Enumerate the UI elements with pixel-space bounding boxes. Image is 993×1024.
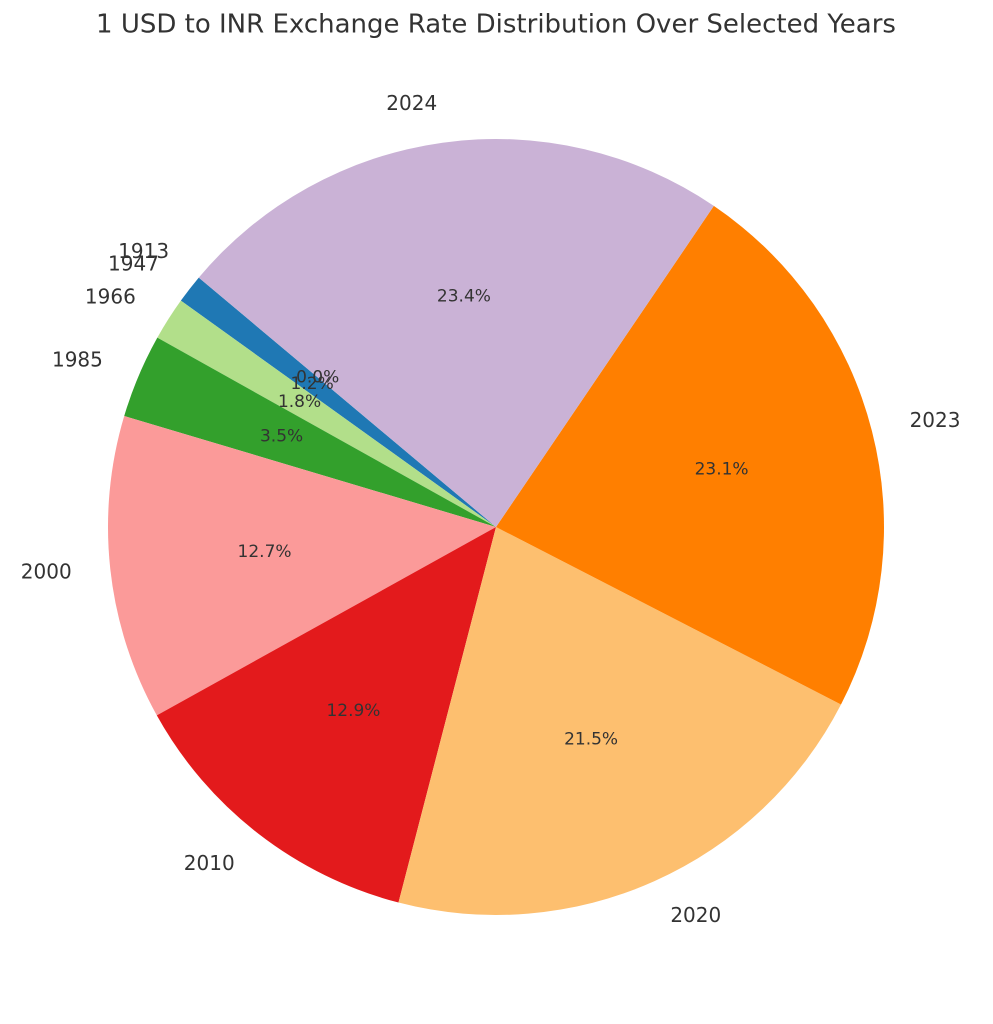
pie-slice [157, 300, 496, 527]
pie-slice [198, 138, 714, 527]
percent-label: 23.1% [695, 459, 749, 479]
slice-label: 2024 [386, 91, 437, 115]
percent-label: 21.5% [564, 729, 618, 749]
percent-label: 12.9% [326, 701, 380, 721]
percent-label: 12.7% [238, 542, 292, 562]
pie-slice [398, 527, 841, 915]
slice-label: 2023 [910, 408, 961, 432]
slice-label: 2010 [184, 851, 235, 875]
slice-label: 1947 [108, 252, 159, 276]
slice-label: 1913 [118, 239, 169, 263]
pie-slice [124, 337, 496, 527]
pie-slice [180, 277, 497, 527]
pie-slice [108, 416, 497, 716]
percent-label: 1.2% [291, 374, 334, 394]
pie-slice [156, 527, 497, 903]
percent-label: 23.4% [437, 286, 491, 306]
pie-slice [496, 205, 884, 705]
percent-label: 0.0% [296, 367, 339, 387]
chart-title: 1 USD to INR Exchange Rate Distribution … [96, 10, 896, 40]
slice-label: 1966 [85, 285, 136, 309]
percent-label: 3.5% [260, 426, 303, 446]
slice-label: 1985 [52, 347, 103, 371]
slice-label: 2020 [670, 903, 721, 927]
slice-label: 2000 [21, 560, 72, 584]
percent-label: 1.8% [278, 392, 321, 412]
